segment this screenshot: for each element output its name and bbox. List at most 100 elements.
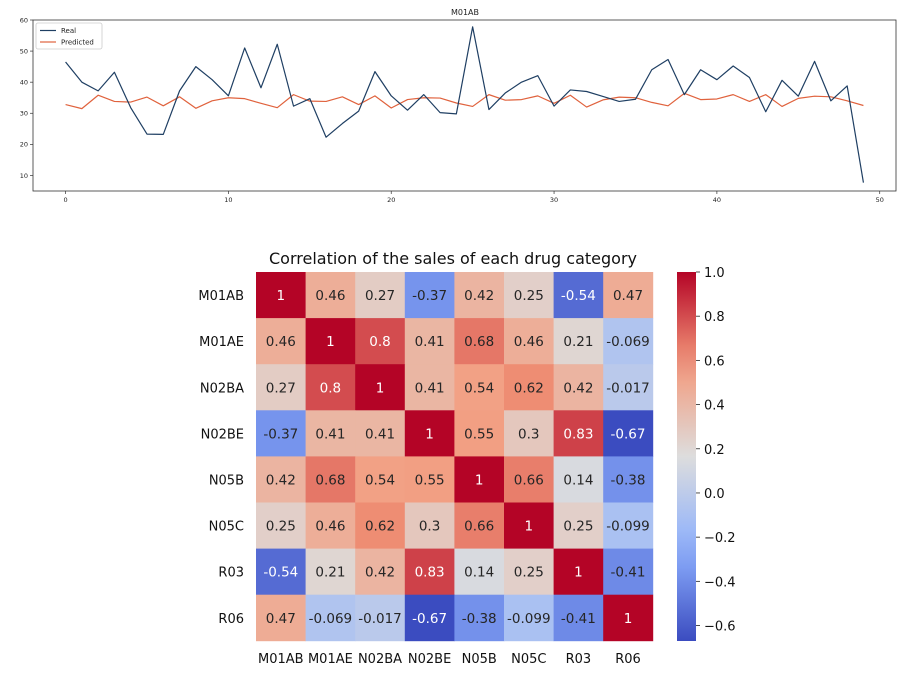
heatmap-cell-label: -0.67 (412, 611, 447, 627)
heatmap-cell-label: 0.8 (369, 334, 390, 350)
heatmap-cell-label: 0.42 (563, 380, 593, 396)
heatmap-cell-label: 0.46 (315, 519, 345, 535)
heatmap-cell-label: 0.42 (464, 288, 494, 304)
heatmap-cell (603, 318, 654, 365)
heatmap-cell-label: 0.68 (464, 334, 494, 350)
heatmap-cell-label: 0.3 (419, 519, 440, 535)
heatmap-cell (305, 272, 356, 319)
heatmap-cell (355, 502, 406, 549)
heatmap-cell (504, 548, 554, 596)
heatmap-cell-label: 0.21 (315, 565, 345, 581)
heatmap-cell (355, 456, 406, 503)
heatmap-cell-label: 0.55 (415, 472, 445, 488)
line-chart-series (65, 26, 865, 183)
heatmap-cell (603, 456, 654, 503)
heatmap-cell-label: 0.42 (365, 565, 395, 581)
heatmap-col-label: N02BE (408, 652, 451, 667)
heatmap-cell (355, 594, 406, 642)
heatmap-cell-label: 0.66 (514, 472, 544, 488)
heatmap-cell (355, 410, 406, 457)
heatmap-cell-label: 0.47 (613, 288, 643, 304)
heatmap-cell-label: 1 (475, 472, 484, 488)
heatmap-col-label: R03 (566, 652, 592, 667)
heatmap-cell-label: -0.37 (263, 426, 298, 442)
heatmap-cell (603, 410, 654, 457)
heatmap-cell (256, 410, 306, 457)
heatmap-cell-label: -0.38 (611, 472, 646, 488)
x-tick-label: 10 (224, 196, 232, 204)
heatmap-cell (504, 364, 554, 411)
heatmap-cell-label: 0.41 (365, 426, 395, 442)
heatmap-cell (404, 456, 455, 503)
heatmap-cell (256, 594, 306, 642)
heatmap-cell-label: 0.62 (365, 519, 395, 535)
heatmap-cell-label: -0.37 (412, 288, 447, 304)
heatmap-cell (603, 502, 654, 549)
colorbar-tick-label: 0.0 (704, 487, 725, 502)
heatmap-cell (553, 410, 604, 457)
heatmap-cell (305, 594, 356, 642)
heatmap-cell (355, 364, 406, 411)
heatmap-cell (256, 456, 306, 503)
x-tick-label: 50 (876, 196, 884, 204)
heatmap-cell-label: 0.46 (266, 334, 296, 350)
heatmap-cell (305, 456, 356, 503)
heatmap-cell (256, 502, 306, 549)
heatmap-cell (404, 594, 455, 642)
heatmap-col-label: N02BA (358, 652, 402, 667)
heatmap-cell-label: 0.8 (320, 380, 341, 396)
heatmap-cell-label: 0.68 (315, 472, 345, 488)
heatmap-cell (454, 272, 505, 319)
line-chart: M01AB 0 10 20 30 40 50 10 20 30 40 50 60 Real Pred… (20, 8, 897, 204)
heatmap-col-label: M01AE (308, 652, 353, 667)
heatmap-cell-label: 0.54 (464, 380, 494, 396)
heatmap-cell-label: 0.21 (563, 334, 593, 350)
heatmap-cell (454, 548, 505, 596)
y-tick-label: 20 (20, 141, 28, 149)
heatmap-cell-label: 0.54 (365, 472, 395, 488)
heatmap-cell-label: -0.41 (611, 565, 646, 581)
heatmap-cell (603, 272, 654, 319)
colorbar-tick-label: −0.6 (704, 620, 736, 635)
heatmap-cell (504, 456, 554, 503)
heatmap-cell-label: -0.017 (358, 611, 402, 627)
x-tick-label: 40 (713, 196, 721, 204)
heatmap-cells: 1 0.46 0.27 -0.37 0.42 0.25 -0.54 0.47 0.46 1 0.8 0… (256, 272, 654, 642)
heatmap-cell (305, 364, 356, 411)
heatmap-cell (553, 364, 604, 411)
heatmap-cell (404, 502, 455, 549)
colorbar-tick-label: 0.6 (704, 354, 725, 369)
heatmap-cell-label: 1 (525, 519, 534, 535)
heatmap-cell-label: -0.099 (606, 519, 650, 535)
heatmap-cell-label: -0.017 (606, 380, 650, 396)
heatmap-cell-label: 0.41 (415, 334, 445, 350)
heatmap-cell (553, 272, 604, 319)
heatmap-row-label: N02BA (200, 381, 244, 396)
heatmap-cell (404, 364, 455, 411)
heatmap-cell-label: 0.25 (563, 519, 593, 535)
line-chart-x-axis: 0 10 20 30 40 50 (63, 191, 884, 204)
heatmap-cell-label: -0.38 (462, 611, 497, 627)
line-chart-title: M01AB (451, 8, 479, 17)
heatmap-cell-label: -0.54 (561, 288, 596, 304)
heatmap-cell-label: 0.25 (266, 519, 296, 535)
x-tick-label: 30 (550, 196, 558, 204)
heatmap-row-label: M01AB (198, 289, 244, 304)
heatmap-cell-label: 0.41 (415, 380, 445, 396)
heatmap-cell (504, 272, 554, 319)
y-tick-label: 60 (20, 16, 28, 24)
colorbar-tick-label: −0.2 (704, 531, 736, 546)
heatmap-cell-label: 0.27 (266, 380, 296, 396)
heatmap-cell (454, 410, 505, 457)
heatmap-col-label: R06 (615, 652, 641, 667)
heatmap-cell-label: 0.62 (514, 380, 544, 396)
heatmap-row-label: N02BE (201, 427, 244, 442)
heatmap-cell-label: 0.47 (266, 611, 296, 627)
heatmap-cell-label: 0.3 (518, 426, 539, 442)
heatmap-cell-label: 0.66 (464, 519, 494, 535)
heatmap-cell (504, 594, 554, 642)
legend-label-predicted: Predicted (61, 39, 94, 47)
heatmap-cell-label: -0.069 (606, 334, 650, 350)
heatmap-cell (305, 502, 356, 549)
